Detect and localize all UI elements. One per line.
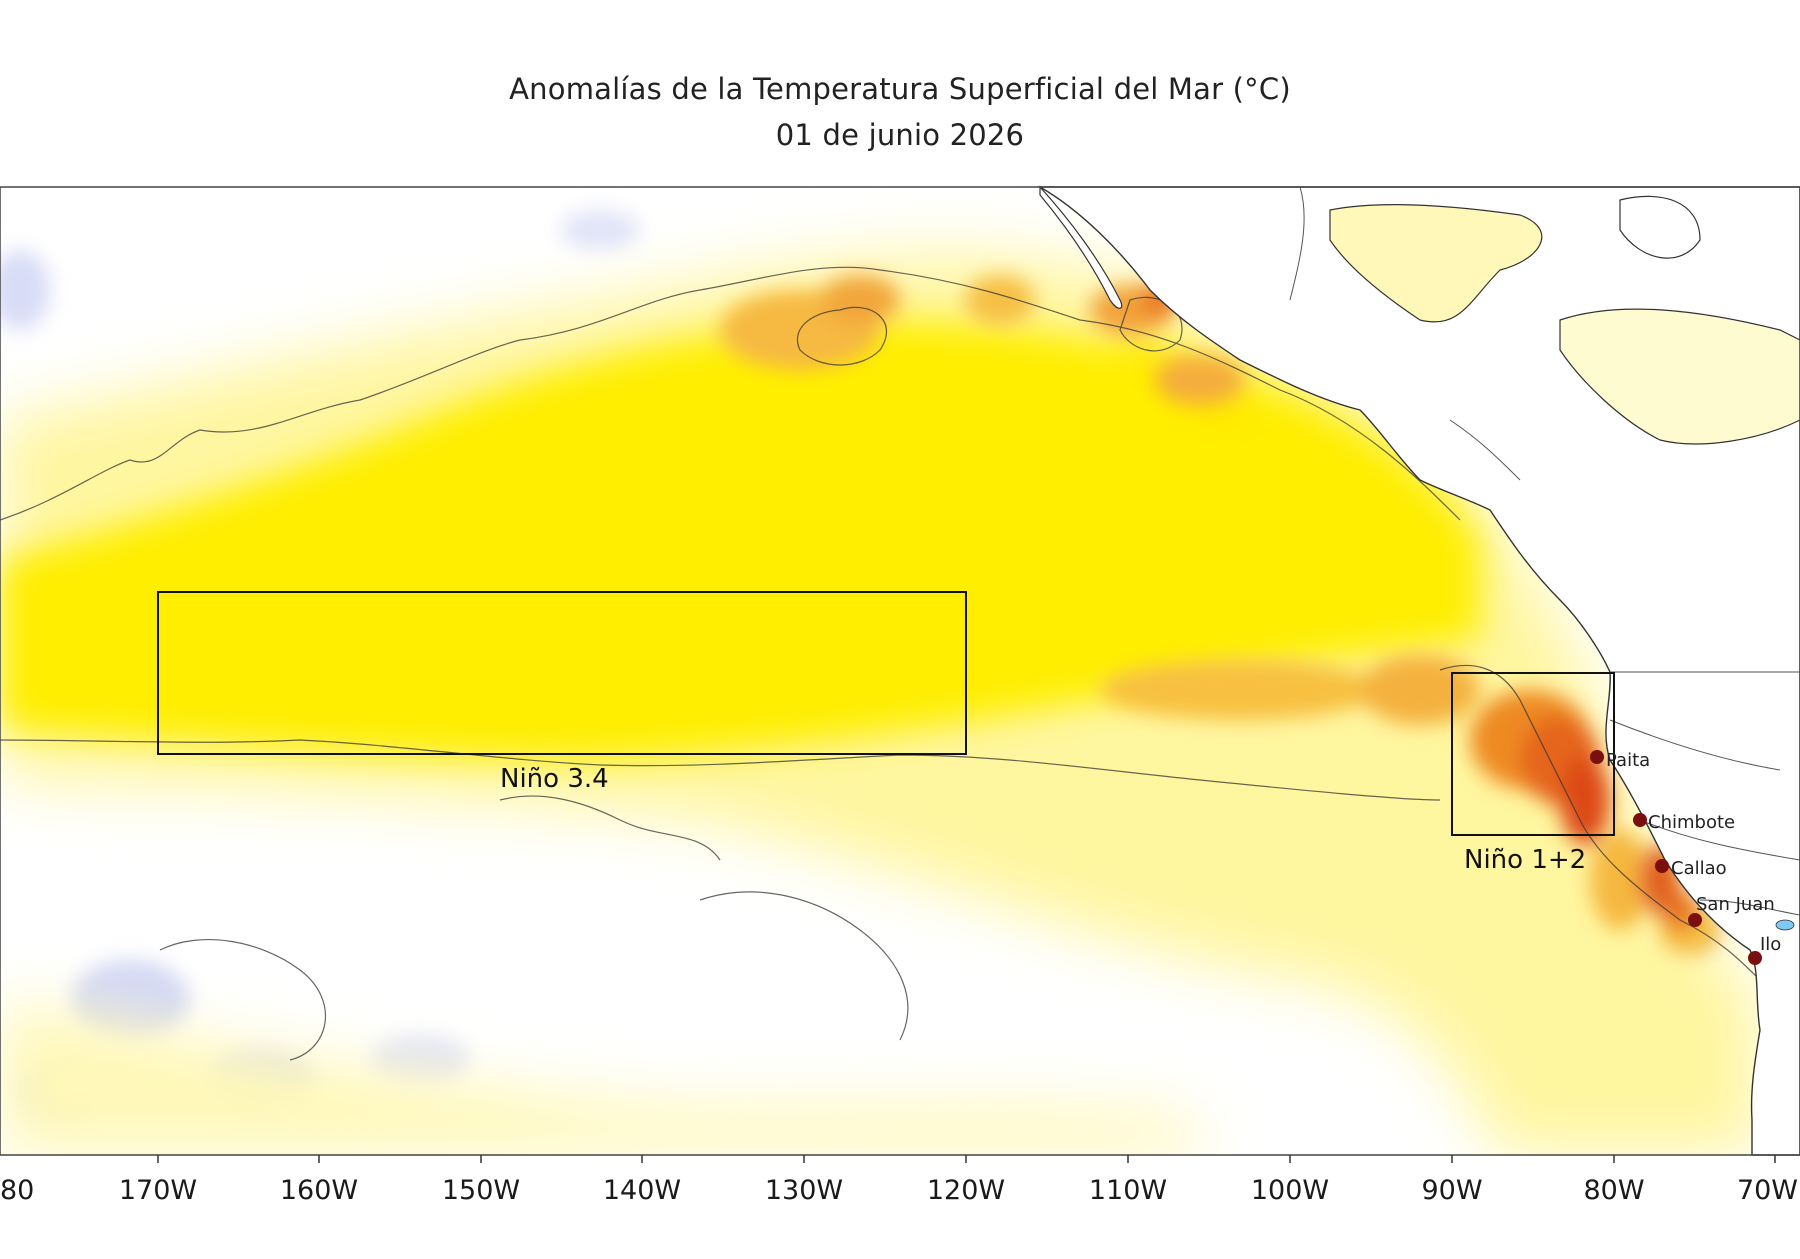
coastal-stations: Paita Chimbote Callao San Juan Ilo: [1590, 750, 1781, 965]
x-tick-label: 140W: [603, 1175, 681, 1206]
x-tick-label: 100W: [1251, 1175, 1329, 1206]
x-tick-label: 110W: [1089, 1175, 1167, 1206]
x-tick-label: 120W: [927, 1175, 1005, 1206]
nino-regions: Niño 3.4 Niño 1+2: [157, 591, 1615, 875]
station-label-ilo: Ilo: [1760, 934, 1781, 955]
station-label-san-juan: San Juan: [1696, 894, 1775, 915]
map-frame: [0, 186, 1800, 1156]
station-marker-callao: [1655, 859, 1669, 873]
anomaly-contours: [0, 266, 1761, 1061]
station-label-callao: Callao: [1671, 858, 1727, 879]
station-label-paita: Paita: [1606, 750, 1650, 771]
x-tick-label: 160W: [280, 1175, 358, 1206]
x-tick-label: 170W: [119, 1175, 197, 1206]
station-label-chimbote: Chimbote: [1648, 812, 1735, 833]
map-date: 01 de junio 2026: [775, 118, 1025, 152]
nino-34-label: Niño 3.4: [500, 764, 609, 794]
map-title: Anomalías de la Temperatura Superficial …: [509, 72, 1291, 106]
x-tick-label: 80: [0, 1175, 34, 1206]
station-marker-ilo: [1748, 951, 1762, 965]
nino-34-box: [157, 591, 967, 755]
x-tick-label: 150W: [442, 1175, 520, 1206]
nino-12-box: [1451, 672, 1615, 836]
x-tick-label: 70W: [1737, 1175, 1798, 1206]
x-tick-label: 90W: [1421, 1175, 1482, 1206]
station-marker-chimbote: [1633, 813, 1647, 827]
nino-12-label: Niño 1+2: [1464, 845, 1586, 875]
station-marker-paita: [1590, 750, 1604, 764]
x-axis: 80 170W 160W 150W 140W 130W 120W 110W 10…: [0, 1155, 1798, 1206]
station-marker-san-juan: [1688, 913, 1702, 927]
x-tick-label: 80W: [1583, 1175, 1644, 1206]
land-masses: [1037, 185, 1800, 1156]
anomaly-field: [0, 187, 1800, 1155]
x-tick-label: 130W: [765, 1175, 843, 1206]
